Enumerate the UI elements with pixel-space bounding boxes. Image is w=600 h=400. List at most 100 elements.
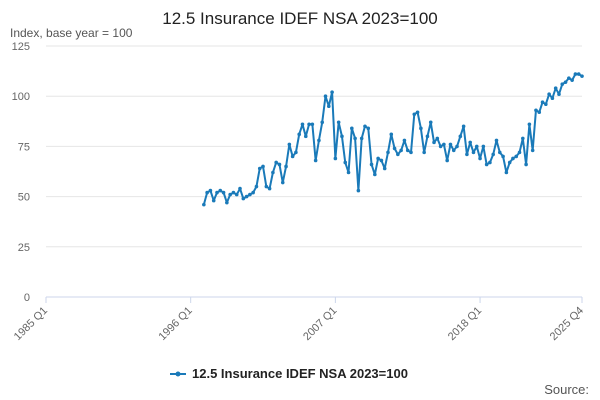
data-point[interactable] xyxy=(534,108,538,113)
data-point[interactable] xyxy=(567,76,571,80)
data-point[interactable] xyxy=(570,78,574,82)
data-point[interactable] xyxy=(330,90,334,94)
data-point[interactable] xyxy=(366,126,371,131)
data-point[interactable] xyxy=(313,158,318,163)
data-point[interactable] xyxy=(261,164,265,169)
data-point[interactable] xyxy=(560,82,565,86)
data-point[interactable] xyxy=(497,150,502,155)
data-point[interactable] xyxy=(491,152,496,157)
data-point[interactable] xyxy=(521,136,525,141)
data-point[interactable] xyxy=(264,184,269,189)
data-point[interactable] xyxy=(527,122,532,127)
data-point[interactable] xyxy=(363,124,367,129)
data-point[interactable] xyxy=(530,148,535,153)
data-point[interactable] xyxy=(540,100,545,105)
data-point[interactable] xyxy=(511,156,515,161)
data-point[interactable] xyxy=(356,188,361,193)
data-point[interactable] xyxy=(474,144,479,149)
data-point[interactable] xyxy=(435,136,440,141)
data-point[interactable] xyxy=(327,104,331,109)
legend[interactable]: 12.5 Insurance IDEF NSA 2023=100 xyxy=(170,366,408,381)
data-point[interactable] xyxy=(340,134,344,139)
data-point[interactable] xyxy=(461,124,466,129)
data-point[interactable] xyxy=(524,162,528,167)
data-point[interactable] xyxy=(484,162,489,167)
data-point[interactable] xyxy=(297,132,302,137)
data-point[interactable] xyxy=(425,134,430,139)
data-point[interactable] xyxy=(251,190,255,195)
data-point[interactable] xyxy=(257,166,262,171)
data-point[interactable] xyxy=(287,142,292,147)
data-point[interactable] xyxy=(547,92,551,96)
data-point[interactable] xyxy=(544,102,548,107)
data-point[interactable] xyxy=(412,112,417,117)
data-point[interactable] xyxy=(419,126,423,131)
data-point[interactable] xyxy=(455,144,459,149)
data-point[interactable] xyxy=(580,74,584,78)
data-point[interactable] xyxy=(488,160,492,165)
data-point[interactable] xyxy=(274,160,278,165)
data-point[interactable] xyxy=(294,150,298,155)
data-point[interactable] xyxy=(402,138,407,143)
data-point[interactable] xyxy=(550,96,555,101)
data-point[interactable] xyxy=(438,144,443,149)
data-point[interactable] xyxy=(537,110,542,115)
data-point[interactable] xyxy=(481,144,486,149)
data-point[interactable] xyxy=(333,156,338,161)
data-point[interactable] xyxy=(373,172,377,177)
data-point[interactable] xyxy=(451,148,456,153)
data-point[interactable] xyxy=(234,192,239,197)
data-point[interactable] xyxy=(225,200,229,205)
data-point[interactable] xyxy=(399,148,403,153)
data-point[interactable] xyxy=(428,120,433,125)
data-point[interactable] xyxy=(241,196,246,201)
data-point[interactable] xyxy=(284,164,288,169)
data-point[interactable] xyxy=(392,146,397,151)
data-point[interactable] xyxy=(350,126,354,131)
data-point[interactable] xyxy=(346,170,351,175)
data-point[interactable] xyxy=(215,190,219,195)
data-point[interactable] xyxy=(458,134,463,139)
data-point[interactable] xyxy=(238,186,242,191)
data-point[interactable] xyxy=(471,150,476,155)
data-point[interactable] xyxy=(379,158,384,163)
data-point[interactable] xyxy=(336,120,341,125)
data-point[interactable] xyxy=(517,150,522,155)
data-point[interactable] xyxy=(218,188,223,193)
data-point[interactable] xyxy=(382,166,387,171)
data-point[interactable] xyxy=(557,92,561,96)
data-point[interactable] xyxy=(465,152,469,157)
data-point[interactable] xyxy=(573,72,578,76)
data-point[interactable] xyxy=(442,142,446,147)
data-point[interactable] xyxy=(320,120,325,125)
data-point[interactable] xyxy=(501,154,505,159)
data-point[interactable] xyxy=(494,138,499,143)
data-point[interactable] xyxy=(514,154,519,159)
data-point[interactable] xyxy=(405,148,410,153)
data-point[interactable] xyxy=(211,198,216,203)
data-point[interactable] xyxy=(277,162,282,167)
data-point[interactable] xyxy=(323,94,328,98)
data-point[interactable] xyxy=(478,156,482,161)
data-point[interactable] xyxy=(389,132,394,137)
data-point[interactable] xyxy=(271,170,275,175)
data-point[interactable] xyxy=(353,136,357,141)
data-point[interactable] xyxy=(267,186,272,191)
data-point[interactable] xyxy=(343,160,348,165)
data-point[interactable] xyxy=(386,150,390,155)
data-point[interactable] xyxy=(307,122,311,127)
data-point[interactable] xyxy=(445,158,449,163)
data-point[interactable] xyxy=(228,192,232,197)
data-point[interactable] xyxy=(376,156,380,161)
data-point[interactable] xyxy=(396,152,400,157)
data-point[interactable] xyxy=(202,202,206,207)
data-point[interactable] xyxy=(290,154,295,159)
data-point[interactable] xyxy=(248,192,252,197)
data-point[interactable] xyxy=(280,180,285,185)
data-point[interactable] xyxy=(244,194,249,199)
data-point[interactable] xyxy=(310,122,315,127)
data-point[interactable] xyxy=(432,140,436,145)
data-point[interactable] xyxy=(468,140,473,145)
data-point[interactable] xyxy=(448,142,453,147)
data-point[interactable] xyxy=(300,122,305,127)
